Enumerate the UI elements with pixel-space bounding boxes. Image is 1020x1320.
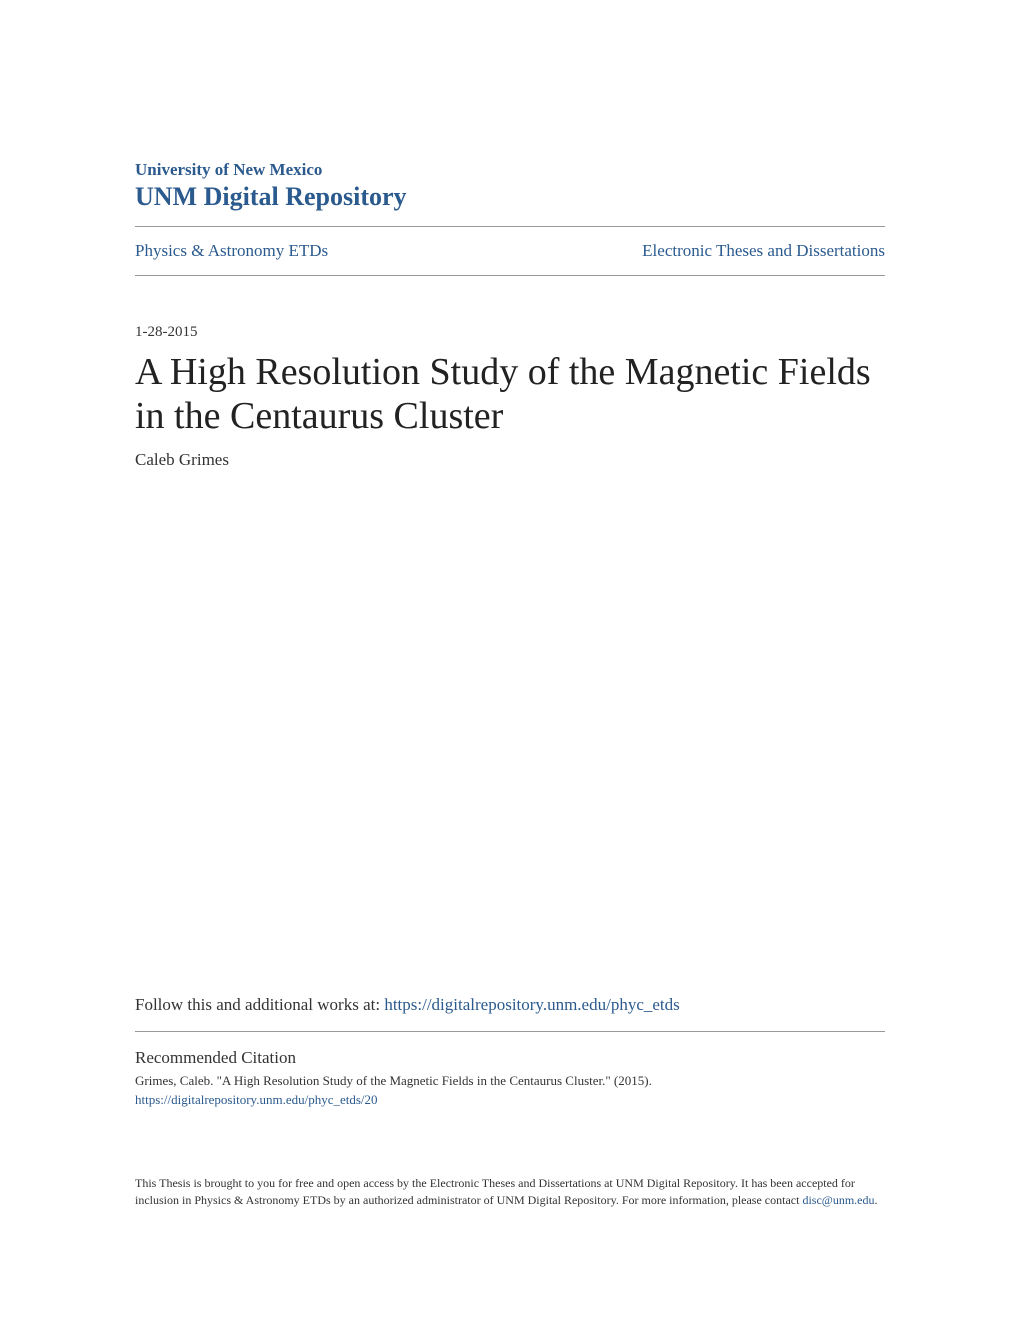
footer-disclaimer: This Thesis is brought to you for free a… — [135, 1175, 885, 1209]
follow-prefix: Follow this and additional works at: — [135, 995, 384, 1014]
citation-link[interactable]: https://digitalrepository.unm.edu/phyc_e… — [135, 1092, 885, 1108]
document-page: University of New Mexico UNM Digital Rep… — [0, 0, 1020, 470]
follow-url-link[interactable]: https://digitalrepository.unm.edu/phyc_e… — [384, 995, 679, 1014]
parent-collection-link[interactable]: Electronic Theses and Dissertations — [642, 241, 885, 261]
footer-body-text: This Thesis is brought to you for free a… — [135, 1176, 855, 1207]
footer-suffix: . — [875, 1193, 878, 1207]
document-title: A High Resolution Study of the Magnetic … — [135, 351, 885, 438]
citation-text: Grimes, Caleb. "A High Resolution Study … — [135, 1072, 885, 1090]
follow-prompt: Follow this and additional works at: htt… — [135, 995, 885, 1015]
contact-email-link[interactable]: disc@unm.edu — [802, 1193, 874, 1207]
breadcrumb-nav: Physics & Astronomy ETDs Electronic Thes… — [135, 227, 885, 275]
follow-section: Follow this and additional works at: htt… — [135, 995, 885, 1108]
author-name: Caleb Grimes — [135, 450, 885, 470]
repository-name[interactable]: UNM Digital Repository — [135, 182, 885, 212]
citation-section: Recommended Citation Grimes, Caleb. "A H… — [135, 1048, 885, 1108]
header-block: University of New Mexico UNM Digital Rep… — [135, 160, 885, 212]
footer-section: This Thesis is brought to you for free a… — [135, 1175, 885, 1209]
publication-date: 1-28-2015 — [135, 324, 885, 341]
institution-name[interactable]: University of New Mexico — [135, 160, 885, 180]
collection-link[interactable]: Physics & Astronomy ETDs — [135, 241, 328, 261]
citation-heading: Recommended Citation — [135, 1048, 885, 1068]
divider-citation — [135, 1031, 885, 1032]
divider-bottom — [135, 275, 885, 276]
